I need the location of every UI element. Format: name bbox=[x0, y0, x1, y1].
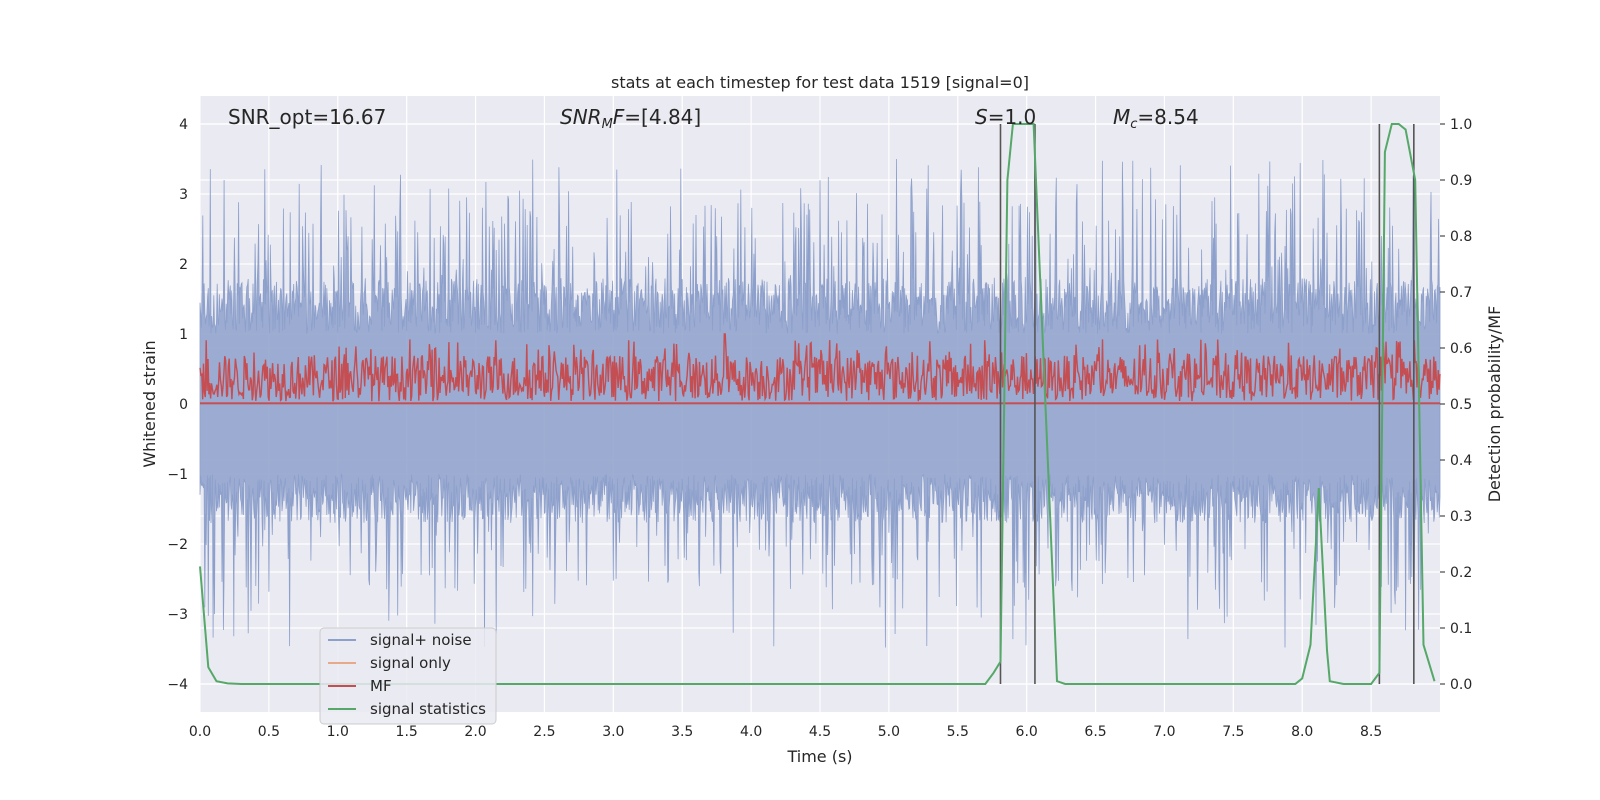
x-tick-label: 4.5 bbox=[809, 724, 831, 740]
legend-label-signal-only: signal only bbox=[370, 654, 451, 672]
y-tick-label-right: 0.0 bbox=[1450, 677, 1472, 693]
x-tick-label: 0.0 bbox=[189, 724, 211, 740]
y-tick-label-right: 0.5 bbox=[1450, 397, 1472, 413]
mc-main: M bbox=[1113, 105, 1130, 129]
s-main: S bbox=[975, 105, 988, 129]
y-tick-label-left: −4 bbox=[167, 677, 188, 693]
legend-box bbox=[319, 627, 497, 725]
y-tick-label-left: 3 bbox=[179, 187, 188, 203]
x-tick-label: 5.0 bbox=[878, 724, 900, 740]
y-tick-label-right: 0.6 bbox=[1450, 341, 1472, 357]
snr-mf-f: F bbox=[613, 105, 625, 129]
y-tick-label-left: 2 bbox=[179, 257, 188, 273]
mc-sub: c bbox=[1130, 117, 1137, 132]
mf-baseline bbox=[200, 402, 1440, 405]
y-tick-label-right: 0.4 bbox=[1450, 453, 1472, 469]
y-tick-label-left: 1 bbox=[179, 327, 188, 343]
tick-labels: 0.0 0.5 1.0 1.5 2.0 2.5 3.0 3.5 4.0 4.5 5.0 5.5 6.0 6… bbox=[167, 117, 1472, 740]
y-tick-label-right: 0.7 bbox=[1450, 285, 1472, 301]
y-tick-label-right: 0.1 bbox=[1450, 621, 1472, 637]
legend: signal+ noise signal only MF signal stat… bbox=[319, 627, 497, 725]
x-tick-label: 4.0 bbox=[740, 724, 762, 740]
x-tick-label: 1.5 bbox=[396, 724, 418, 740]
x-axis-label: Time (s) bbox=[786, 747, 852, 766]
y-tick-label-left: −1 bbox=[167, 467, 188, 483]
x-tick-label: 7.0 bbox=[1153, 724, 1175, 740]
mf-series bbox=[199, 333, 1441, 405]
y-tick-label-right: 0.3 bbox=[1450, 509, 1472, 525]
s-value: =1.0 bbox=[988, 105, 1037, 129]
x-tick-label: 8.0 bbox=[1291, 724, 1313, 740]
snr-mf-value: =[4.84] bbox=[624, 105, 701, 129]
annotation-snr-opt: SNR_opt=16.67 bbox=[228, 105, 386, 129]
annotation-mc: Mc=8.54 bbox=[1113, 105, 1199, 132]
y-tick-label-left: 0 bbox=[179, 397, 188, 413]
x-tick-label: 0.5 bbox=[258, 724, 280, 740]
snr-mf-sub: M bbox=[602, 117, 613, 132]
y-tick-label-left: 4 bbox=[179, 117, 188, 133]
y-tick-label-right: 1.0 bbox=[1450, 117, 1472, 133]
x-tick-label: 2.0 bbox=[464, 724, 486, 740]
x-tick-label: 7.5 bbox=[1222, 724, 1244, 740]
annotation-snr-mf: SNRMF=[4.84] bbox=[560, 105, 701, 132]
x-tick-label: 6.5 bbox=[1084, 724, 1106, 740]
x-tick-label: 5.5 bbox=[947, 724, 969, 740]
y-tick-label-left: −3 bbox=[167, 607, 188, 623]
snr-mf-main: SNR bbox=[560, 105, 602, 129]
y-axis-label-left: Whitened strain bbox=[140, 340, 159, 467]
x-tick-label: 3.0 bbox=[602, 724, 624, 740]
x-tick-label: 3.5 bbox=[671, 724, 693, 740]
x-tick-label: 6.0 bbox=[1016, 724, 1038, 740]
legend-label-signal-noise: signal+ noise bbox=[370, 631, 472, 649]
mf-line bbox=[199, 333, 1441, 403]
x-tick-label: 2.5 bbox=[533, 724, 555, 740]
legend-label-mf: MF bbox=[370, 677, 392, 695]
legend-label-signal-statistics: signal statistics bbox=[370, 700, 486, 718]
annotation-s: S=1.0 bbox=[975, 105, 1036, 129]
chart-title: stats at each timestep for test data 151… bbox=[611, 73, 1029, 92]
y-tick-label-right: 0.9 bbox=[1450, 173, 1472, 189]
x-tick-label: 1.0 bbox=[327, 724, 349, 740]
mc-value: =8.54 bbox=[1137, 105, 1198, 129]
y-tick-label-right: 0.2 bbox=[1450, 565, 1472, 581]
x-tick-label: 8.5 bbox=[1360, 724, 1382, 740]
y-tick-label-right: 0.8 bbox=[1450, 229, 1472, 245]
y-tick-label-left: −2 bbox=[167, 537, 188, 553]
y-axis-label-right: Detection probability/MF bbox=[1485, 306, 1504, 503]
